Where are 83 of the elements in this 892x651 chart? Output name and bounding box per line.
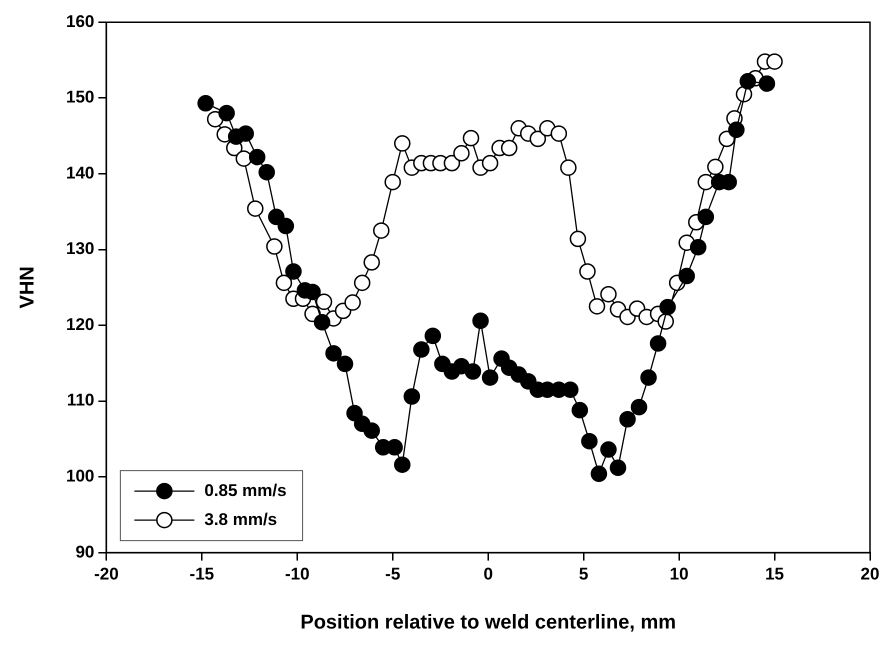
y-tick-label: 150 (66, 88, 94, 107)
point (588, 298, 606, 315)
point (236, 150, 252, 167)
point (197, 95, 214, 112)
legend-label: 3.8 mm/s (204, 510, 278, 529)
point (394, 456, 411, 473)
point (619, 410, 636, 428)
point (268, 208, 285, 226)
point (404, 388, 420, 405)
y-tick-label: 140 (66, 163, 94, 182)
point (530, 130, 546, 148)
point (590, 466, 608, 482)
point (698, 174, 714, 190)
point (373, 222, 390, 239)
point (659, 298, 676, 316)
point (453, 145, 470, 162)
point (325, 345, 342, 362)
x-tick-label: 0 (483, 564, 493, 584)
point (766, 53, 783, 70)
point (206, 110, 224, 128)
y-tick-label: 100 (66, 466, 94, 486)
point (413, 341, 430, 358)
point (482, 369, 498, 386)
point (394, 135, 411, 152)
point (247, 200, 264, 217)
point (570, 230, 586, 248)
y-tick-label: 110 (66, 390, 94, 410)
point (572, 402, 588, 418)
y-tick-label: 120 (66, 314, 94, 334)
x-tick-label: 15 (765, 564, 784, 584)
x-tick-label: 20 (860, 564, 880, 584)
x-tick-label: -10 (284, 564, 310, 584)
point (690, 238, 706, 256)
point (482, 154, 498, 172)
point (363, 254, 380, 271)
point (500, 140, 518, 156)
point (678, 268, 695, 284)
point (581, 432, 598, 450)
point (336, 356, 354, 372)
x-tick-label: 10 (670, 564, 689, 584)
point (314, 314, 330, 331)
point (266, 238, 283, 255)
point (237, 125, 254, 142)
point (464, 363, 482, 380)
y-tick-label: 160 (66, 12, 94, 31)
point (758, 75, 776, 92)
y-tick-label: 130 (66, 239, 94, 258)
x-tick-label: 5 (578, 564, 588, 584)
point (728, 122, 745, 138)
point (278, 218, 294, 234)
point (424, 328, 442, 344)
point (258, 164, 275, 180)
point (363, 422, 380, 439)
x-tick-label: -5 (385, 564, 400, 584)
point (218, 104, 235, 122)
point (640, 369, 657, 386)
point (579, 263, 596, 280)
point (384, 174, 401, 190)
point (354, 274, 370, 292)
legend-label: 0.85 mm/s (204, 480, 287, 500)
point (560, 159, 577, 176)
point (600, 441, 617, 458)
y-tick-label: 90 (75, 542, 94, 562)
point (630, 398, 648, 416)
point (650, 335, 666, 352)
point (344, 294, 361, 311)
point (472, 312, 489, 329)
point (698, 208, 714, 226)
point (600, 286, 617, 302)
point (462, 130, 480, 146)
y-axis-title: VHN (16, 266, 39, 309)
point (444, 154, 460, 172)
point (316, 294, 332, 310)
point (276, 274, 292, 292)
point (550, 125, 568, 142)
point (740, 73, 756, 90)
point (285, 263, 302, 280)
x-tick-label: -20 (94, 564, 119, 584)
point (707, 158, 724, 176)
point (248, 148, 266, 166)
x-tick-label: -15 (190, 564, 214, 584)
x-axis-title: Position relative to weld centerline, mm (300, 612, 676, 634)
point (610, 459, 626, 476)
